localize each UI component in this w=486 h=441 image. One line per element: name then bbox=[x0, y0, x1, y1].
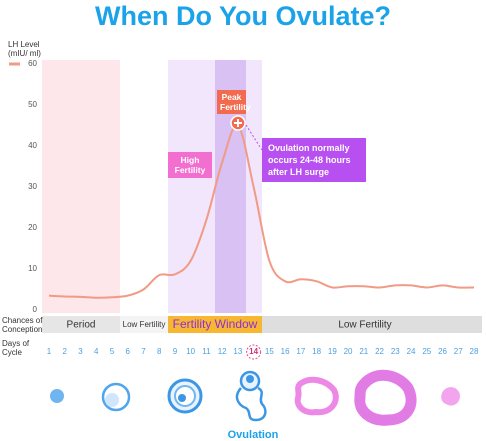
y-tick-label: 60 bbox=[28, 59, 37, 68]
x-tick-label: 14 bbox=[249, 347, 258, 356]
x-tick-label: 3 bbox=[78, 347, 83, 356]
zone-label: Period bbox=[67, 320, 96, 331]
zone-bg bbox=[120, 316, 168, 333]
peak-note: Peak Fertility bbox=[217, 90, 251, 114]
x-tick-label: 5 bbox=[110, 347, 115, 356]
x-tick-label: 19 bbox=[328, 347, 337, 356]
zone-bg bbox=[42, 316, 120, 333]
high-note: High Fertility bbox=[168, 152, 212, 178]
x-tick-label: 20 bbox=[344, 347, 353, 356]
x-tick-label: 4 bbox=[94, 347, 99, 356]
x-tick-label: 13 bbox=[233, 347, 242, 356]
x-tick-label: 25 bbox=[422, 347, 431, 356]
x-tick-label: 22 bbox=[375, 347, 384, 356]
y-axis-label: LH Level (mIU/ ml) bbox=[8, 40, 41, 58]
y-tick-label: 0 bbox=[33, 305, 38, 314]
x-tick-label: 27 bbox=[454, 347, 463, 356]
y-tick-label: 10 bbox=[28, 264, 37, 273]
y-tick-label: 50 bbox=[28, 100, 37, 109]
ovulation-label: Ovulation bbox=[227, 429, 279, 441]
y-tick-label: 30 bbox=[28, 182, 37, 191]
ovulation-note: Ovulation normally occurs 24-48 hours af… bbox=[262, 138, 366, 182]
days-label: Days of Cycle bbox=[2, 339, 30, 357]
zone-bg bbox=[168, 316, 262, 333]
x-tick-label: 21 bbox=[359, 347, 368, 356]
peak-plus bbox=[234, 119, 242, 127]
x-tick-label: 28 bbox=[470, 347, 479, 356]
y-tick-label: 20 bbox=[28, 223, 37, 232]
connector bbox=[245, 124, 263, 151]
x-tick-label: 23 bbox=[391, 347, 400, 356]
x-tick-label: 1 bbox=[47, 347, 52, 356]
period-band bbox=[42, 60, 120, 313]
y-tick-label: 40 bbox=[28, 141, 37, 150]
x-tick-label: 18 bbox=[312, 347, 321, 356]
x-tick-label: 11 bbox=[202, 347, 211, 356]
x-tick-label: 12 bbox=[218, 347, 227, 356]
x-tick-label: 7 bbox=[141, 347, 146, 356]
lh-line bbox=[48, 124, 475, 299]
x-tick-label: 15 bbox=[265, 347, 274, 356]
x-tick-label: 24 bbox=[407, 347, 416, 356]
x-tick-label: 6 bbox=[125, 347, 130, 356]
x-tick-label: 10 bbox=[186, 347, 195, 356]
zone-label: Low Fertility bbox=[123, 320, 166, 329]
x-tick-label: 2 bbox=[63, 347, 68, 356]
follicle-icons bbox=[50, 369, 460, 426]
chart-title: When Do You Ovulate? bbox=[95, 1, 391, 31]
x-tick-label: 16 bbox=[281, 347, 290, 356]
x-tick-label: 8 bbox=[157, 347, 162, 356]
zone-label: Low Fertility bbox=[338, 320, 391, 331]
x-tick-label: 9 bbox=[173, 347, 178, 356]
conception-label: Chances of Conception bbox=[2, 316, 43, 334]
highlight-day bbox=[246, 344, 262, 360]
zone-label: Fertility Window bbox=[173, 317, 258, 331]
x-tick-label: 26 bbox=[438, 347, 447, 356]
zone-bg bbox=[262, 316, 482, 333]
x-tick-label: 17 bbox=[296, 347, 305, 356]
